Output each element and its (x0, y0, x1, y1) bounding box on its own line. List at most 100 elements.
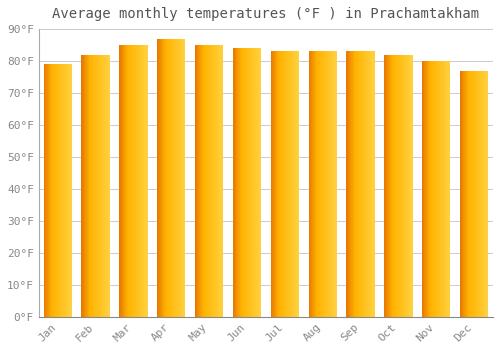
Bar (350, 51, 351, 317)
Bar (217, 45, 218, 317)
Bar (69, 64, 70, 317)
Bar (328, 51, 329, 317)
Bar (386, 55, 387, 317)
Bar (238, 48, 239, 317)
Bar (297, 51, 298, 317)
Bar (169, 38, 170, 317)
Bar (141, 45, 142, 317)
Bar (367, 51, 368, 317)
Bar (308, 51, 309, 317)
Bar (324, 51, 325, 317)
Bar (463, 71, 464, 317)
Bar (204, 45, 205, 317)
Bar (166, 38, 167, 317)
Bar (121, 45, 122, 317)
Bar (220, 45, 221, 317)
Bar (394, 55, 395, 317)
Bar (179, 38, 180, 317)
Bar (167, 38, 168, 317)
Bar (309, 51, 310, 317)
Bar (215, 45, 216, 317)
Bar (411, 55, 412, 317)
Bar (476, 71, 477, 317)
Bar (132, 45, 133, 317)
Bar (478, 71, 479, 317)
Bar (322, 51, 324, 317)
Bar (183, 38, 184, 317)
Bar (385, 55, 386, 317)
Bar (425, 61, 426, 317)
Bar (362, 51, 363, 317)
Bar (201, 45, 202, 317)
Bar (353, 51, 354, 317)
Bar (181, 38, 182, 317)
Bar (255, 48, 256, 317)
Bar (146, 45, 147, 317)
Bar (196, 45, 197, 317)
Bar (462, 71, 463, 317)
Bar (277, 51, 278, 317)
Bar (237, 48, 238, 317)
Bar (364, 51, 365, 317)
Bar (54, 64, 55, 317)
Bar (275, 51, 276, 317)
Bar (288, 51, 289, 317)
Bar (352, 51, 353, 317)
Bar (176, 38, 177, 317)
Bar (123, 45, 124, 317)
Bar (487, 71, 488, 317)
Bar (92, 55, 94, 317)
Bar (388, 55, 389, 317)
Bar (332, 51, 333, 317)
Bar (144, 45, 145, 317)
Bar (68, 64, 69, 317)
Bar (321, 51, 322, 317)
Bar (326, 51, 328, 317)
Bar (45, 64, 46, 317)
Bar (314, 51, 315, 317)
Bar (66, 64, 67, 317)
Bar (247, 48, 248, 317)
Bar (240, 48, 241, 317)
Bar (143, 45, 144, 317)
Title: Average monthly temperatures (°F ) in Prachamtakham: Average monthly temperatures (°F ) in Pr… (52, 7, 480, 21)
Bar (58, 64, 59, 317)
Bar (258, 48, 259, 317)
Bar (129, 45, 130, 317)
Bar (207, 45, 208, 317)
Bar (222, 45, 223, 317)
Bar (438, 61, 439, 317)
Bar (172, 38, 173, 317)
Bar (317, 51, 318, 317)
Bar (138, 45, 139, 317)
Bar (200, 45, 201, 317)
Bar (278, 51, 279, 317)
Bar (464, 71, 465, 317)
Bar (84, 55, 85, 317)
Bar (57, 64, 58, 317)
Bar (360, 51, 361, 317)
Bar (221, 45, 222, 317)
Bar (90, 55, 91, 317)
Bar (349, 51, 350, 317)
Bar (198, 45, 199, 317)
Bar (285, 51, 286, 317)
Bar (387, 55, 388, 317)
Bar (346, 51, 347, 317)
Bar (52, 64, 53, 317)
Bar (400, 55, 402, 317)
Bar (273, 51, 274, 317)
Bar (254, 48, 255, 317)
Bar (241, 48, 242, 317)
Bar (472, 71, 473, 317)
Bar (396, 55, 398, 317)
Bar (347, 51, 348, 317)
Bar (108, 55, 109, 317)
Bar (405, 55, 406, 317)
Bar (373, 51, 374, 317)
Bar (423, 61, 424, 317)
Bar (465, 71, 466, 317)
Bar (395, 55, 396, 317)
Bar (180, 38, 181, 317)
Bar (94, 55, 95, 317)
